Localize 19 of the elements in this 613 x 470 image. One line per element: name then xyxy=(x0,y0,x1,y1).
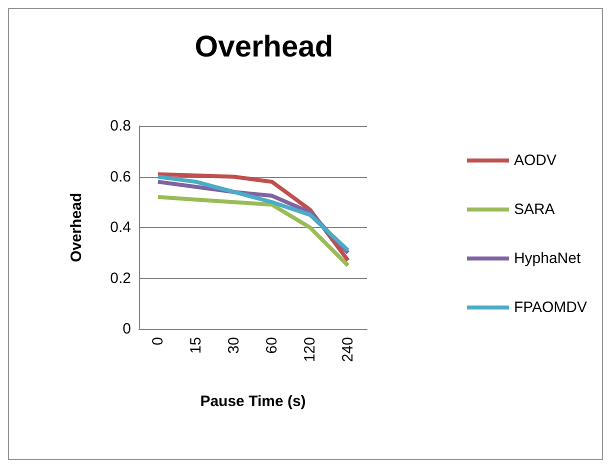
x-tick-label: 0 xyxy=(150,337,166,346)
legend-label: SARA xyxy=(514,201,555,218)
x-axis-title: Pause Time (s) xyxy=(200,393,306,410)
x-tick-label: 120 xyxy=(302,337,318,362)
y-tick-label: 0.4 xyxy=(110,219,131,236)
x-tick-label: 60 xyxy=(264,337,280,354)
y-tick-label: 0 xyxy=(122,320,131,338)
y-tick-label: 0.6 xyxy=(110,168,131,186)
x-tick-label: 15 xyxy=(188,337,204,354)
y-axis-title: Overhead xyxy=(68,192,85,262)
x-tick-label: 30 xyxy=(226,337,242,354)
chart-title: Overhead xyxy=(194,30,334,64)
legend-label: FPAOMDV xyxy=(514,299,588,316)
y-tick-label: 0.2 xyxy=(110,270,131,287)
x-tick-label: 240 xyxy=(340,337,356,362)
line-series xyxy=(156,195,350,268)
legend-label: HyphaNet xyxy=(514,250,582,267)
legend-label: AODV xyxy=(514,152,556,169)
y-tick-label: 0.8 xyxy=(110,118,131,134)
